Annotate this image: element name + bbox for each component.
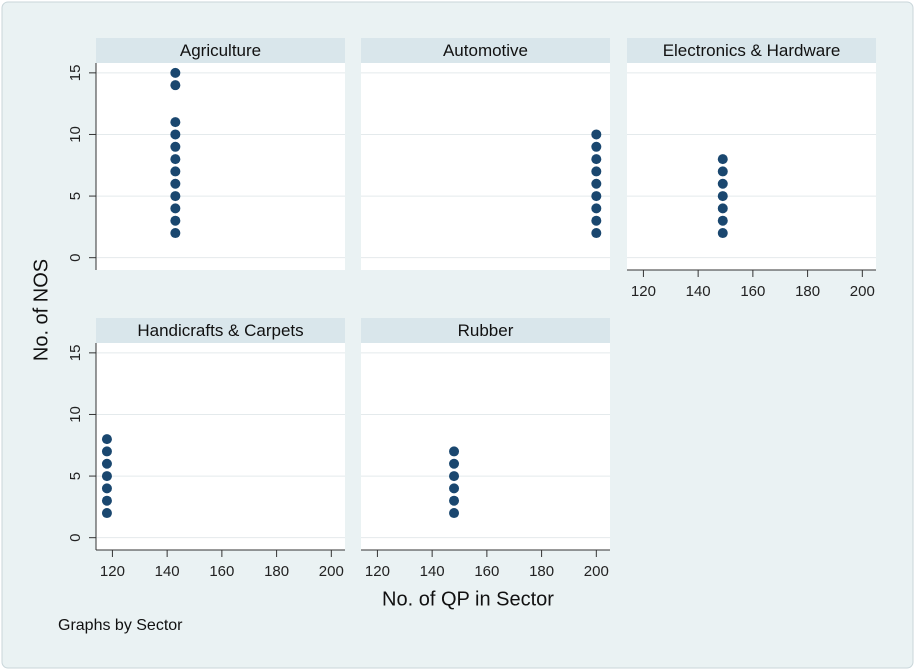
y-tick-label: 5 <box>67 192 84 200</box>
y-tick-label: 15 <box>67 345 84 362</box>
point <box>449 483 460 494</box>
plot-area <box>361 63 610 270</box>
point <box>591 203 602 214</box>
x-tick-label: 140 <box>420 563 445 580</box>
point <box>449 471 460 482</box>
point <box>449 508 460 519</box>
x-tick-label: 200 <box>850 283 875 300</box>
point <box>170 129 181 140</box>
point <box>170 154 181 165</box>
point <box>101 508 112 519</box>
point <box>101 495 112 506</box>
point <box>717 228 728 239</box>
x-tick-label: 140 <box>155 563 180 580</box>
point <box>449 446 460 457</box>
strip <box>627 38 876 63</box>
y-tick-label: 10 <box>67 126 84 143</box>
point <box>170 80 181 91</box>
x-tick-label: 200 <box>319 563 344 580</box>
x-tick-label: 140 <box>686 283 711 300</box>
note: Graphs by Sector <box>58 617 183 634</box>
point <box>101 446 112 457</box>
point <box>170 228 181 239</box>
strip <box>361 318 610 343</box>
plot-area <box>627 63 876 270</box>
point <box>591 178 602 189</box>
point <box>717 166 728 177</box>
point <box>170 178 181 189</box>
panel-title: Electronics & Hardware <box>663 41 841 60</box>
point <box>717 178 728 189</box>
y-tick-label: 10 <box>67 406 84 423</box>
x-tick-label: 120 <box>365 563 390 580</box>
point <box>591 215 602 226</box>
point <box>101 471 112 482</box>
point <box>591 141 602 152</box>
point <box>449 458 460 469</box>
point <box>591 228 602 239</box>
x-tick-label: 180 <box>529 563 554 580</box>
y-tick-label: 5 <box>67 472 84 480</box>
y-tick-label: 0 <box>67 534 84 542</box>
point <box>170 117 181 128</box>
panel-title: Automotive <box>443 41 528 60</box>
point <box>170 67 181 78</box>
x-tick-label: 160 <box>740 283 765 300</box>
point <box>101 458 112 469</box>
y-tick-label: 0 <box>67 254 84 262</box>
point <box>717 215 728 226</box>
x-tick-label: 120 <box>631 283 656 300</box>
point <box>717 203 728 214</box>
point <box>591 129 602 140</box>
x-tick-label: 160 <box>209 563 234 580</box>
point <box>717 154 728 165</box>
point <box>101 483 112 494</box>
point <box>170 191 181 202</box>
point <box>101 434 112 445</box>
strip <box>96 38 345 63</box>
panel-title: Handicrafts & Carpets <box>137 321 303 340</box>
strip <box>361 38 610 63</box>
x-tick-label: 180 <box>795 283 820 300</box>
x-tick-label: 180 <box>264 563 289 580</box>
x-tick-label: 120 <box>100 563 125 580</box>
panel-title: Agriculture <box>180 41 261 60</box>
point <box>170 203 181 214</box>
point <box>591 166 602 177</box>
x-tick-label: 160 <box>474 563 499 580</box>
point <box>170 141 181 152</box>
point <box>170 166 181 177</box>
point <box>449 495 460 506</box>
point <box>591 154 602 165</box>
x-tick-label: 200 <box>584 563 609 580</box>
plot-area <box>96 63 345 270</box>
panel-title: Rubber <box>458 321 514 340</box>
x-axis-label: No. of QP in Sector <box>382 588 554 610</box>
plot-area <box>361 343 610 550</box>
point <box>591 191 602 202</box>
strip <box>96 318 345 343</box>
point <box>170 215 181 226</box>
point <box>717 191 728 202</box>
y-axis-label: No. of NOS <box>30 259 52 361</box>
y-tick-label: 15 <box>67 65 84 82</box>
plot-area <box>96 343 345 550</box>
